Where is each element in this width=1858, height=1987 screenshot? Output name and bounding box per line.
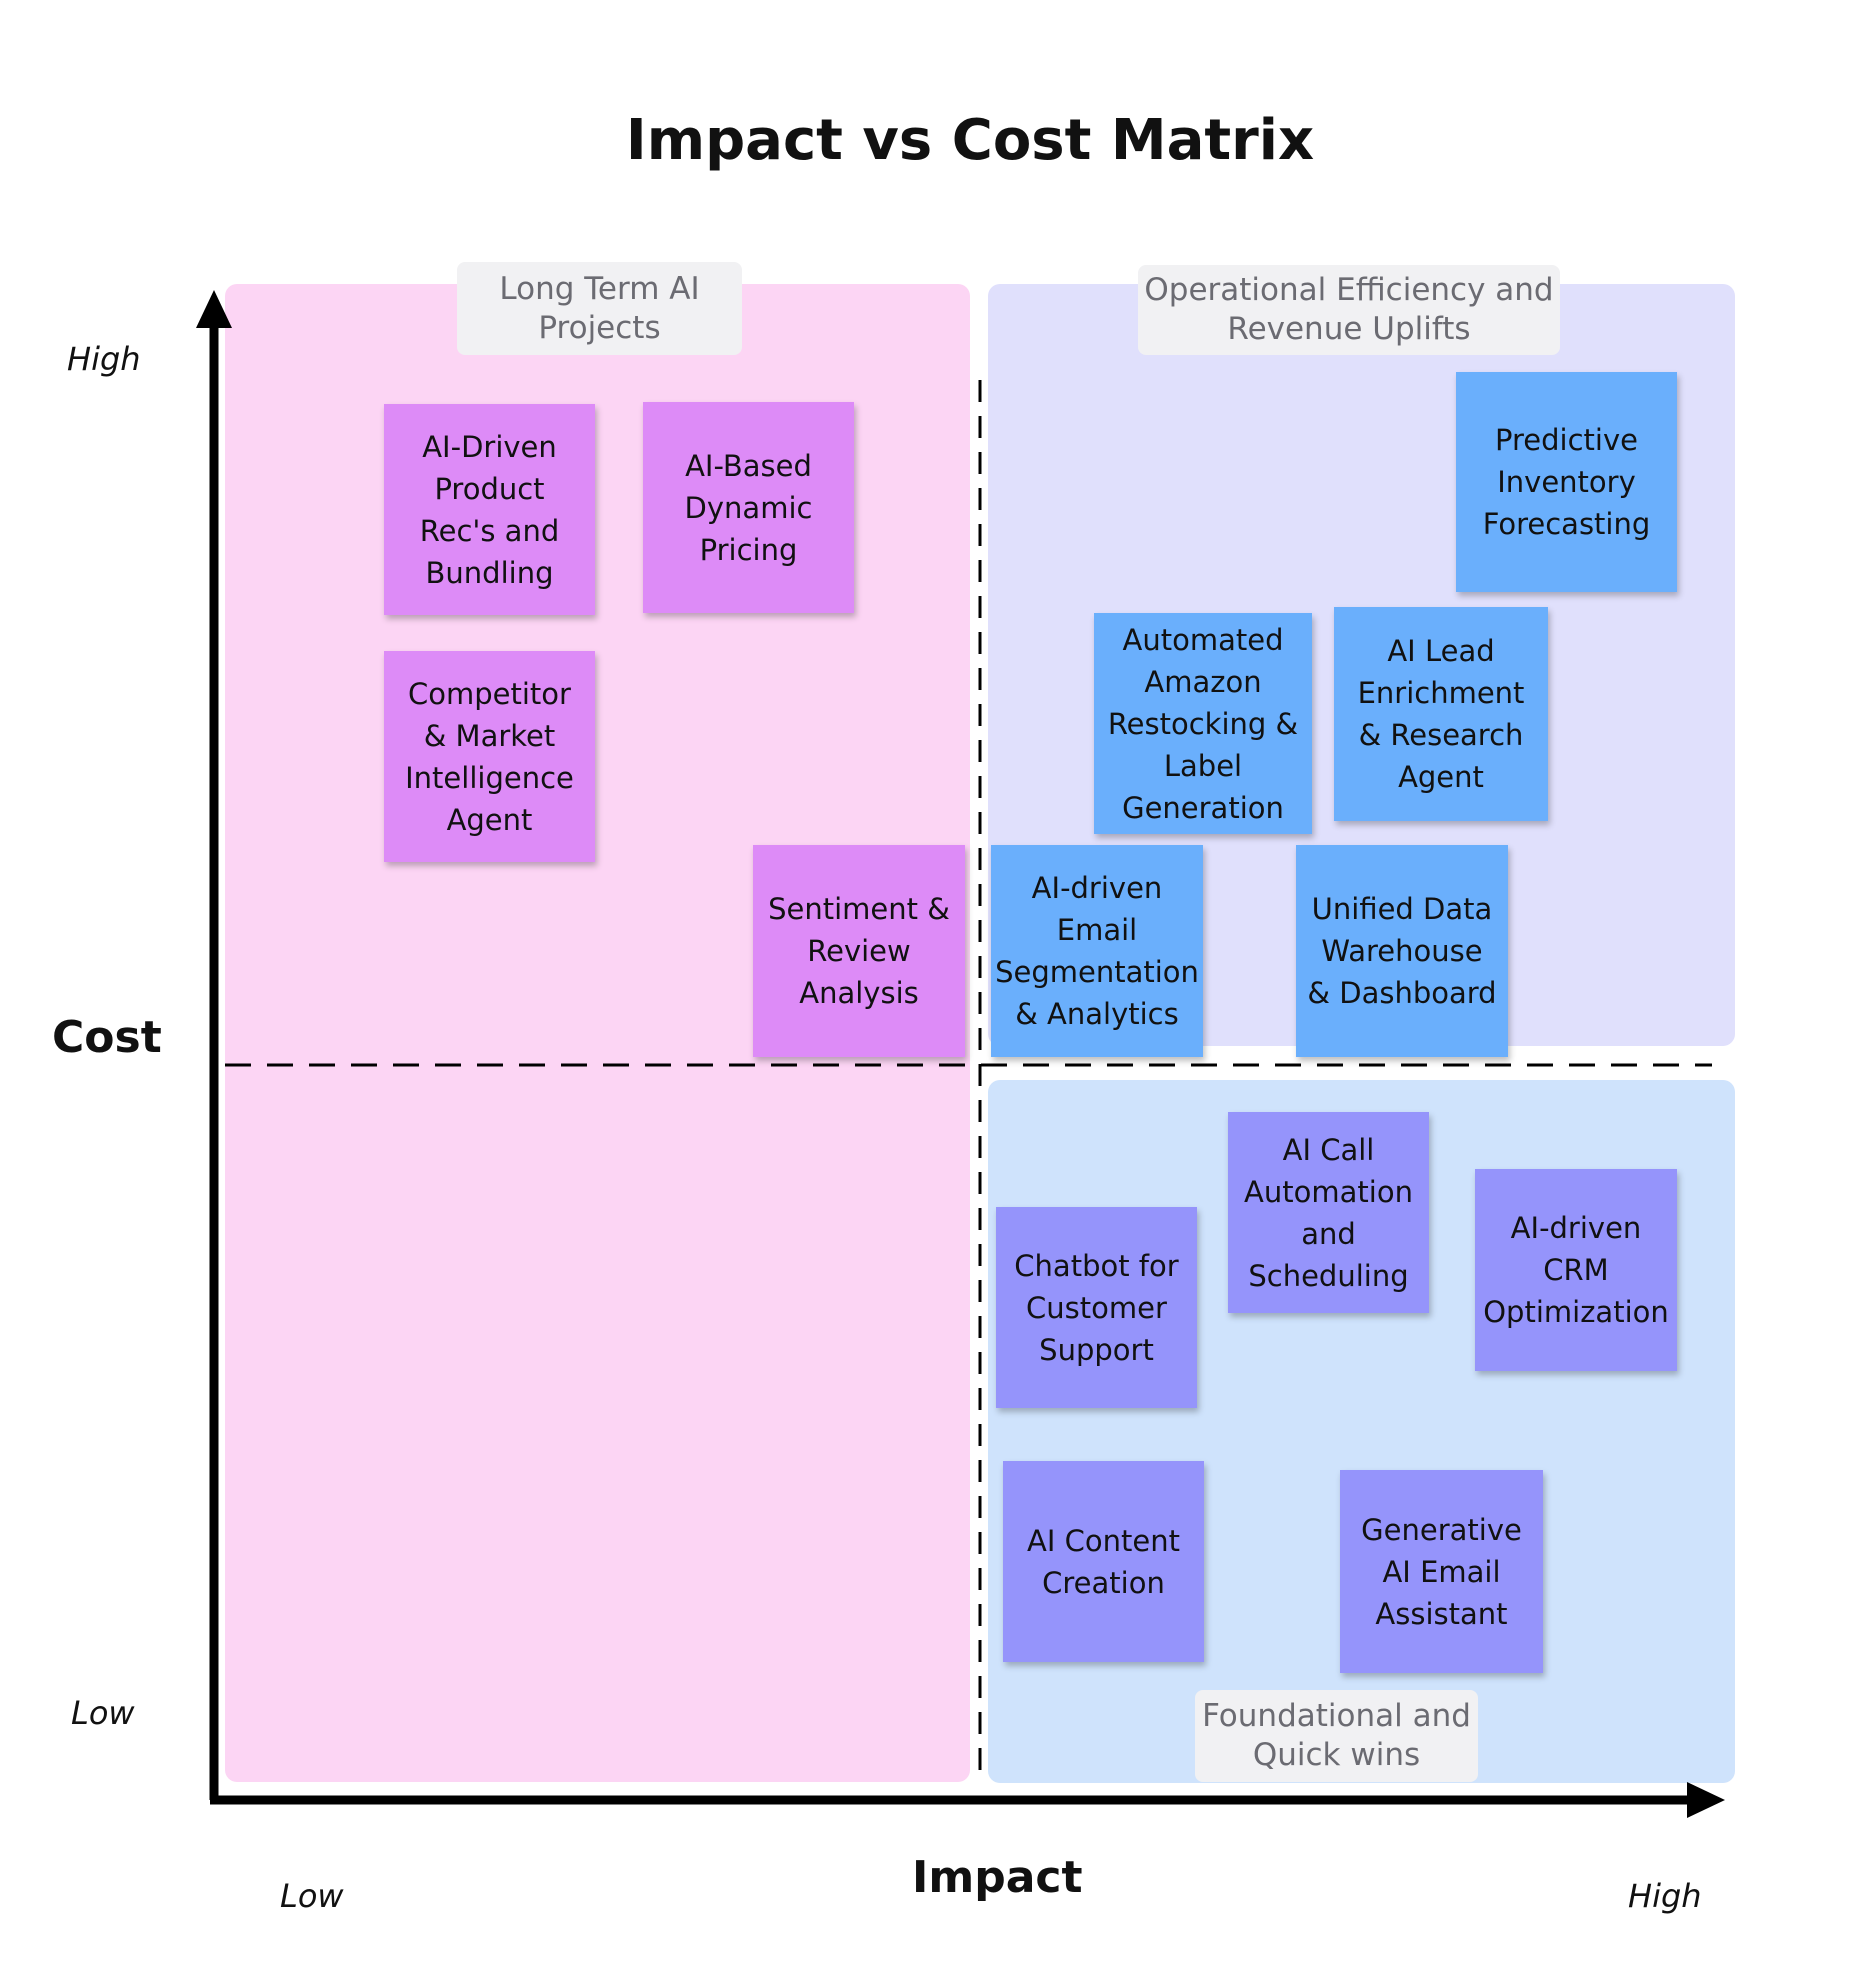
sticky-note-ai-driven-product[interactable]: AI-Driven Product Rec's and Bundling (384, 404, 595, 615)
y-axis-low-label: Low (71, 1694, 135, 1732)
sticky-note-predictive-inventory[interactable]: Predictive Inventory Forecasting (1456, 372, 1677, 592)
page-title: Impact vs Cost Matrix (625, 108, 1315, 173)
x-axis-low-label: Low (280, 1877, 344, 1915)
sticky-note-competitor-agent[interactable]: Competitor & Market Intelligence Agent (384, 651, 595, 862)
sticky-note-content-creation[interactable]: AI Content Creation (1003, 1461, 1204, 1662)
quadrant-tag-long-term: Long Term AI Projects (457, 262, 742, 355)
x-axis-high-label: High (1628, 1877, 1702, 1915)
sticky-note-sentiment-analysis[interactable]: Sentiment & Review Analysis (753, 845, 965, 1057)
y-axis-high-label: High (67, 340, 141, 378)
quadrant-tag-operational: Operational Efficiency and Revenue Uplif… (1138, 265, 1560, 355)
sticky-note-ai-based-pricing[interactable]: AI-Based Dynamic Pricing (643, 402, 854, 613)
quadrant-tag-quick-wins: Foundational and Quick wins (1195, 1690, 1478, 1782)
sticky-note-lead-enrichment[interactable]: AI Lead Enrichment & Research Agent (1334, 607, 1548, 821)
sticky-note-data-warehouse[interactable]: Unified Data Warehouse & Dashboard (1296, 845, 1508, 1057)
sticky-note-chatbot-support[interactable]: Chatbot for Customer Support (996, 1207, 1197, 1408)
y-axis-arrowhead (196, 290, 232, 328)
sticky-note-call-automation[interactable]: AI Call Automation and Scheduling (1228, 1112, 1429, 1313)
sticky-note-crm-optimization[interactable]: AI-driven CRM Optimization (1475, 1169, 1677, 1371)
y-axis-title: Cost (52, 1012, 162, 1063)
sticky-note-amazon-restocking[interactable]: Automated Amazon Restocking & Label Gene… (1094, 613, 1312, 834)
x-axis-title: Impact (912, 1852, 1083, 1903)
sticky-note-email-segmentation[interactable]: AI-driven Email Segmentation & Analytics (991, 845, 1203, 1057)
x-axis-arrowhead (1687, 1782, 1725, 1818)
sticky-note-email-assistant[interactable]: Generative AI Email Assistant (1340, 1470, 1543, 1673)
